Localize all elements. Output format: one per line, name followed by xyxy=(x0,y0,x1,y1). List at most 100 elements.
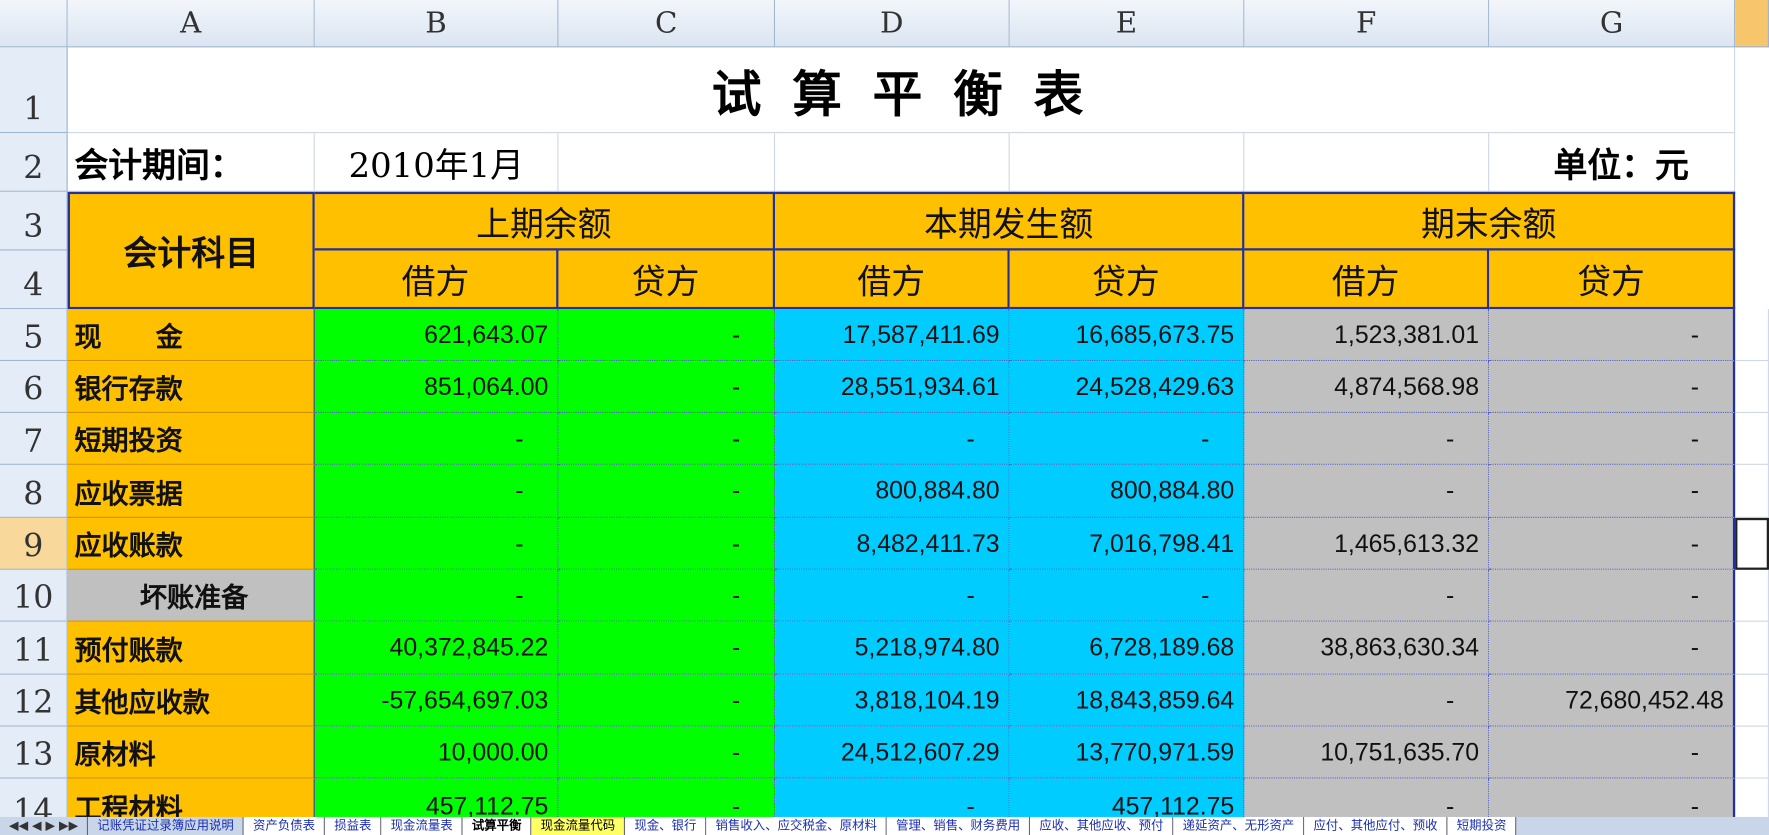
account-name: 预付账款 xyxy=(67,621,315,675)
empty-cell xyxy=(1735,569,1769,622)
amount-cell: - xyxy=(1489,517,1736,570)
sheet-tab[interactable]: 损益表 xyxy=(325,816,382,835)
row-header[interactable]: 8 xyxy=(0,464,68,518)
sheet-tab[interactable]: 记账凭证过录簿应用说明 xyxy=(88,816,244,835)
amount-cell: - xyxy=(1489,621,1736,675)
amount-cell: - xyxy=(558,569,776,622)
empty-cell xyxy=(775,133,1010,192)
amount-cell: 4,874,568.98 xyxy=(1244,361,1490,413)
column-header xyxy=(1735,0,1769,48)
column-header[interactable]: G xyxy=(1489,0,1736,48)
amount-cell: - xyxy=(314,412,559,465)
row-header[interactable]: 1 xyxy=(0,47,68,134)
amount-cell: - xyxy=(558,412,776,465)
row-header[interactable]: 11 xyxy=(0,621,68,675)
account-name: 应收票据 xyxy=(67,464,315,518)
sheet-tab[interactable]: 现金、银行 xyxy=(625,816,707,835)
empty-cell xyxy=(558,133,776,192)
empty-cell xyxy=(1735,726,1769,779)
sheet-tab[interactable]: 递延资产、无形资产 xyxy=(1173,816,1305,835)
sheet-tab[interactable]: 应付、其他应付、预收 xyxy=(1304,816,1448,835)
group-header: 本期发生额 xyxy=(775,191,1245,251)
account-name: 短期投资 xyxy=(67,412,315,465)
row-header[interactable]: 2 xyxy=(0,133,68,192)
amount-cell: - xyxy=(775,412,1010,465)
row-header[interactable]: 10 xyxy=(0,569,68,622)
sheet-tab[interactable]: 销售收入、应交税金、原材料 xyxy=(706,816,888,835)
sheet-tabs: ◀◀ ◀ ▶ ▶▶ 记账凭证过录簿应用说明 资产负债表 损益表 现金流量表 试算平衡 现金流… xyxy=(0,816,1769,835)
amount-cell: 10,751,635.70 xyxy=(1244,726,1490,779)
column-header[interactable]: E xyxy=(1009,0,1245,48)
tab-scroll[interactable]: ◀◀ ◀ ▶ ▶▶ xyxy=(0,816,89,835)
empty-cell xyxy=(1735,621,1769,675)
amount-cell: - xyxy=(775,569,1010,622)
sheet-tab[interactable]: 试算平衡 xyxy=(462,816,532,835)
row-header[interactable]: 9 xyxy=(0,517,68,570)
column-header[interactable]: D xyxy=(775,0,1010,48)
account-name: 现 金 xyxy=(67,309,315,362)
account-header: 会计科目 xyxy=(67,191,315,310)
column-header[interactable]: B xyxy=(314,0,559,48)
amount-cell: 10,000.00 xyxy=(314,726,559,779)
amount-cell: 5,218,974.80 xyxy=(775,621,1010,675)
row-header[interactable]: 5 xyxy=(0,309,68,362)
period-value: 2010年1月 xyxy=(314,133,559,192)
sheet-tab[interactable]: 短期投资 xyxy=(1447,816,1517,835)
amount-cell: -57,654,697.03 xyxy=(314,674,559,727)
amount-cell: - xyxy=(1244,464,1490,518)
sheet-tab[interactable]: 应收、其他应收、预付 xyxy=(1030,816,1174,835)
group-header: 期末余额 xyxy=(1244,191,1736,251)
column-header[interactable]: F xyxy=(1244,0,1490,48)
amount-cell: 13,770,971.59 xyxy=(1009,726,1245,779)
amount-cell: 24,512,607.29 xyxy=(775,726,1010,779)
empty-cell xyxy=(1009,133,1245,192)
row-header[interactable]: 13 xyxy=(0,726,68,779)
row-header[interactable]: 4 xyxy=(0,250,68,310)
amount-cell: 851,064.00 xyxy=(314,361,559,413)
title: 试 算 平 衡 表 xyxy=(67,47,1736,134)
row-header[interactable]: 3 xyxy=(0,191,68,251)
amount-cell: - xyxy=(1244,412,1490,465)
sub-header: 贷方 xyxy=(1489,250,1736,310)
amount-cell: 38,863,630.34 xyxy=(1244,621,1490,675)
amount-cell: - xyxy=(1489,412,1736,465)
amount-cell: - xyxy=(1489,569,1736,622)
amount-cell: - xyxy=(1009,412,1245,465)
amount-cell: - xyxy=(558,674,776,727)
sub-header: 贷方 xyxy=(1009,250,1245,310)
amount-cell: - xyxy=(314,569,559,622)
amount-cell: 621,643.07 xyxy=(314,309,559,362)
sub-header: 借方 xyxy=(314,250,559,310)
amount-cell: - xyxy=(558,517,776,570)
row-header[interactable]: 7 xyxy=(0,412,68,465)
sheet-tab[interactable]: 资产负债表 xyxy=(243,816,326,835)
column-header[interactable]: C xyxy=(558,0,776,48)
amount-cell: 1,523,381.01 xyxy=(1244,309,1490,362)
account-name: 其他应收款 xyxy=(67,674,315,727)
amount-cell: - xyxy=(1009,569,1245,622)
amount-cell: - xyxy=(314,464,559,518)
column-header[interactable]: A xyxy=(67,0,315,48)
amount-cell: - xyxy=(558,464,776,518)
row-header[interactable]: 6 xyxy=(0,361,68,413)
select-all[interactable] xyxy=(0,0,68,48)
sub-header: 借方 xyxy=(775,250,1010,310)
sheet-tab[interactable]: 现金流量表 xyxy=(381,816,463,835)
row-header[interactable]: 12 xyxy=(0,674,68,727)
sheet-tab[interactable]: 现金流量代码 xyxy=(531,816,626,835)
amount-cell: - xyxy=(1244,674,1490,727)
amount-cell: 72,680,452.48 xyxy=(1489,674,1736,727)
amount-cell: - xyxy=(1489,309,1736,362)
amount-cell: - xyxy=(314,517,559,570)
amount-cell: - xyxy=(558,621,776,675)
amount-cell: 6,728,189.68 xyxy=(1009,621,1245,675)
amount-cell: 24,528,429.63 xyxy=(1009,361,1245,413)
amount-cell: - xyxy=(558,361,776,413)
empty-cell xyxy=(1735,412,1769,465)
empty-cell xyxy=(1735,464,1769,518)
amount-cell: - xyxy=(1489,464,1736,518)
account-name: 应收账款 xyxy=(67,517,315,570)
sheet-tab[interactable]: 管理、销售、财务费用 xyxy=(887,816,1031,835)
